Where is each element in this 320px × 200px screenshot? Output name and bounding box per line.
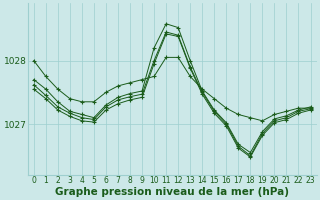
- X-axis label: Graphe pression niveau de la mer (hPa): Graphe pression niveau de la mer (hPa): [55, 187, 289, 197]
